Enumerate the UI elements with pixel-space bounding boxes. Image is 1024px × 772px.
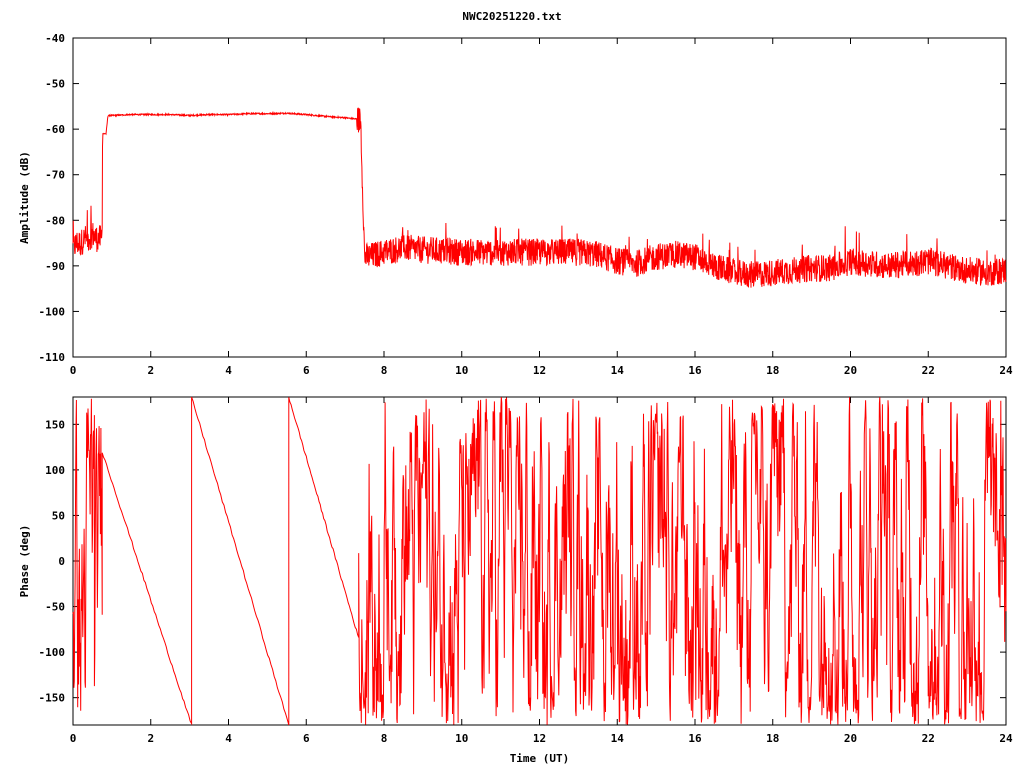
y-tick-label: -50 [45, 78, 65, 91]
chart-title: NWC20251220.txt [462, 10, 562, 23]
y-tick-label: 50 [52, 509, 65, 522]
x-tick-label: 4 [225, 364, 232, 377]
y-tick-label: -110 [39, 351, 66, 364]
x-tick-label: 14 [611, 732, 625, 745]
x-tick-label: 6 [303, 732, 310, 745]
x-axis-label: Time (UT) [510, 752, 570, 765]
y-tick-label: -70 [45, 169, 65, 182]
x-tick-label: 10 [455, 364, 468, 377]
x-tick-label: 24 [999, 732, 1013, 745]
y-tick-label: -50 [45, 601, 65, 614]
x-tick-label: 12 [533, 732, 546, 745]
x-tick-label: 20 [844, 364, 857, 377]
x-tick-label: 22 [922, 732, 935, 745]
phase-series-line [72, 396, 1007, 726]
x-tick-label: 20 [844, 732, 857, 745]
amplitude-series-line [72, 107, 1007, 288]
x-tick-label: 18 [766, 364, 779, 377]
x-tick-label: 2 [147, 732, 154, 745]
y-tick-label: -100 [39, 305, 66, 318]
x-tick-label: 6 [303, 364, 310, 377]
x-tick-label: 16 [688, 732, 702, 745]
x-tick-label: 22 [922, 364, 935, 377]
x-tick-label: 18 [766, 732, 779, 745]
x-tick-label: 24 [999, 364, 1013, 377]
y-axis-label: Phase (deg) [18, 525, 31, 598]
plot-frame-0 [72, 37, 1007, 358]
x-tick-label: 4 [225, 732, 232, 745]
y-tick-label: 150 [45, 418, 65, 431]
x-tick-label: 14 [611, 364, 625, 377]
x-tick-label: 0 [70, 732, 77, 745]
x-tick-label: 8 [381, 364, 388, 377]
x-tick-label: 10 [455, 732, 468, 745]
x-tick-label: 8 [381, 732, 388, 745]
x-tick-label: 0 [70, 364, 77, 377]
y-tick-label: -80 [45, 214, 65, 227]
y-tick-label: -150 [39, 692, 66, 705]
x-tick-label: 12 [533, 364, 546, 377]
y-tick-label: 100 [45, 464, 65, 477]
y-tick-label: 0 [58, 555, 65, 568]
y-tick-label: -60 [45, 123, 65, 136]
x-tick-label: 16 [688, 364, 702, 377]
y-tick-label: -90 [45, 260, 65, 273]
y-tick-label: -100 [39, 646, 66, 659]
y-tick-label: -40 [45, 32, 65, 45]
x-tick-label: 2 [147, 364, 154, 377]
y-axis-label: Amplitude (dB) [18, 151, 31, 244]
